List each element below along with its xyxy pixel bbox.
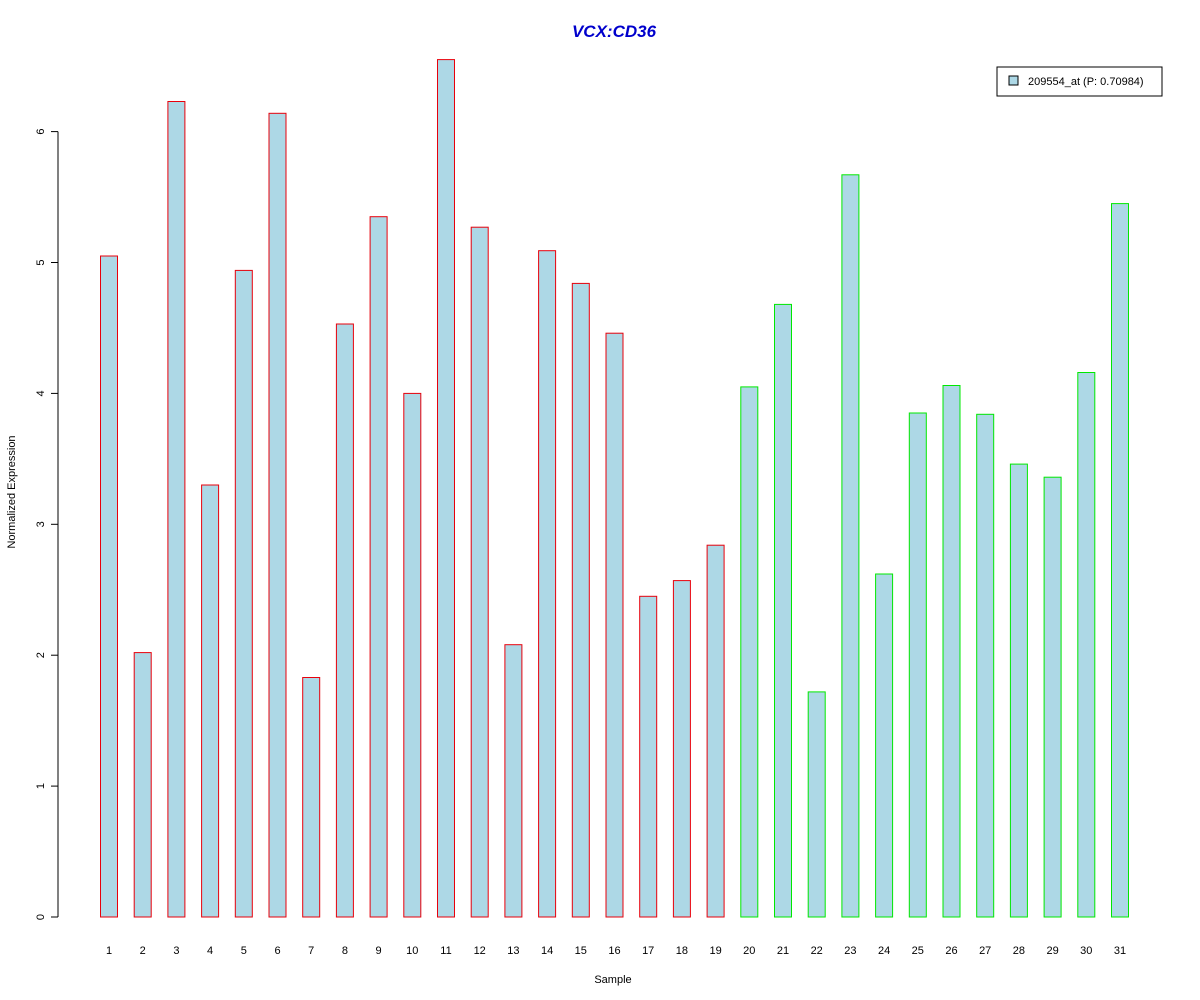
x-tick-label: 17 — [642, 945, 654, 957]
y-tick-label: 1 — [35, 783, 47, 789]
x-tick-label: 22 — [811, 945, 823, 957]
bar-sample-26 — [942, 385, 961, 918]
x-tick-label: 19 — [709, 945, 721, 957]
x-tick-label: 8 — [342, 945, 348, 957]
legend: 209554_at (P: 0.70984) — [996, 66, 1163, 97]
bar-sample-10 — [403, 392, 422, 918]
x-tick-label: 4 — [207, 945, 213, 957]
x-tick-label: 29 — [1046, 945, 1058, 957]
bar-sample-30 — [1077, 372, 1096, 918]
bar-sample-13 — [504, 644, 523, 918]
bar-sample-2 — [133, 652, 152, 918]
y-tick-label: 6 — [35, 129, 47, 135]
x-tick-label: 9 — [376, 945, 382, 957]
x-tick-label: 12 — [474, 945, 486, 957]
bar-sample-20 — [740, 386, 759, 918]
chart-title: VCX:CD36 — [572, 22, 657, 41]
x-axis-label: Sample — [594, 974, 631, 986]
y-tick-label: 0 — [35, 914, 47, 920]
x-tick-label: 1 — [106, 945, 112, 957]
x-tick-label: 21 — [777, 945, 789, 957]
bar-sample-23 — [841, 174, 860, 918]
x-tick-label: 3 — [173, 945, 179, 957]
y-tick-label: 2 — [35, 652, 47, 658]
x-tick-labels: 1 2 3 4 5 6 7 8 9 10 11 12 13 14 15 16 17 18 19 20 21 22 23 24 2… — [106, 945, 1126, 957]
bar-sample-29 — [1043, 476, 1062, 918]
bar-sample-27 — [976, 413, 995, 918]
bar-sample-16 — [605, 332, 624, 918]
bar-sample-28 — [1009, 463, 1028, 918]
bar-sample-6 — [268, 112, 287, 918]
bar-sample-24 — [875, 573, 894, 918]
legend-label: 209554_at (P: 0.70984) — [1028, 76, 1144, 88]
y-tick-label: 4 — [35, 390, 47, 396]
bar-sample-25 — [908, 412, 927, 918]
x-tick-label: 15 — [575, 945, 587, 957]
legend-box — [996, 66, 1163, 97]
x-tick-label: 26 — [945, 945, 957, 957]
bar-sample-7 — [302, 677, 321, 918]
x-tick-label: 7 — [308, 945, 314, 957]
y-tick-label: 5 — [35, 259, 47, 265]
bar-sample-21 — [774, 303, 792, 918]
bar-sample-31 — [1111, 203, 1129, 918]
x-tick-label: 18 — [676, 945, 688, 957]
x-tick-label: 23 — [844, 945, 856, 957]
x-tick-label: 2 — [140, 945, 146, 957]
x-tick-label: 11 — [440, 945, 451, 957]
bar-sample-19 — [706, 544, 725, 918]
x-tick-label: 30 — [1080, 945, 1092, 957]
x-tick-label: 20 — [743, 945, 755, 957]
x-tick-label: 25 — [912, 945, 924, 957]
bars — [100, 59, 1129, 918]
y-axis-label: Normalized Expression — [6, 435, 18, 548]
x-tick-label: 6 — [274, 945, 280, 957]
bar-sample-22 — [807, 691, 826, 918]
bar-sample-18 — [672, 580, 691, 918]
bar-sample-12 — [470, 226, 489, 918]
x-tick-label: 10 — [406, 945, 418, 957]
bar-sample-11 — [437, 59, 455, 918]
x-tick-label: 14 — [541, 945, 553, 957]
bar-sample-1 — [100, 255, 118, 918]
legend-swatch — [1008, 75, 1019, 86]
bar-sample-3 — [167, 101, 186, 918]
x-tick-label: 5 — [241, 945, 247, 957]
bar-sample-14 — [538, 250, 557, 918]
bar-sample-4 — [201, 484, 220, 918]
bar-sample-8 — [335, 323, 354, 918]
y-axis: 0 1 2 3 4 5 6 — [35, 129, 59, 920]
bar-sample-9 — [369, 216, 388, 918]
x-tick-label: 13 — [507, 945, 519, 957]
bar-sample-17 — [639, 595, 658, 918]
bar-sample-5 — [234, 269, 253, 918]
x-tick-label: 28 — [1013, 945, 1025, 957]
x-tick-label: 16 — [608, 945, 620, 957]
x-tick-label: 24 — [878, 945, 890, 957]
y-tick-label: 3 — [35, 521, 47, 527]
x-tick-label: 27 — [979, 945, 991, 957]
bar-sample-15 — [571, 282, 590, 918]
x-tick-label: 31 — [1114, 945, 1126, 957]
